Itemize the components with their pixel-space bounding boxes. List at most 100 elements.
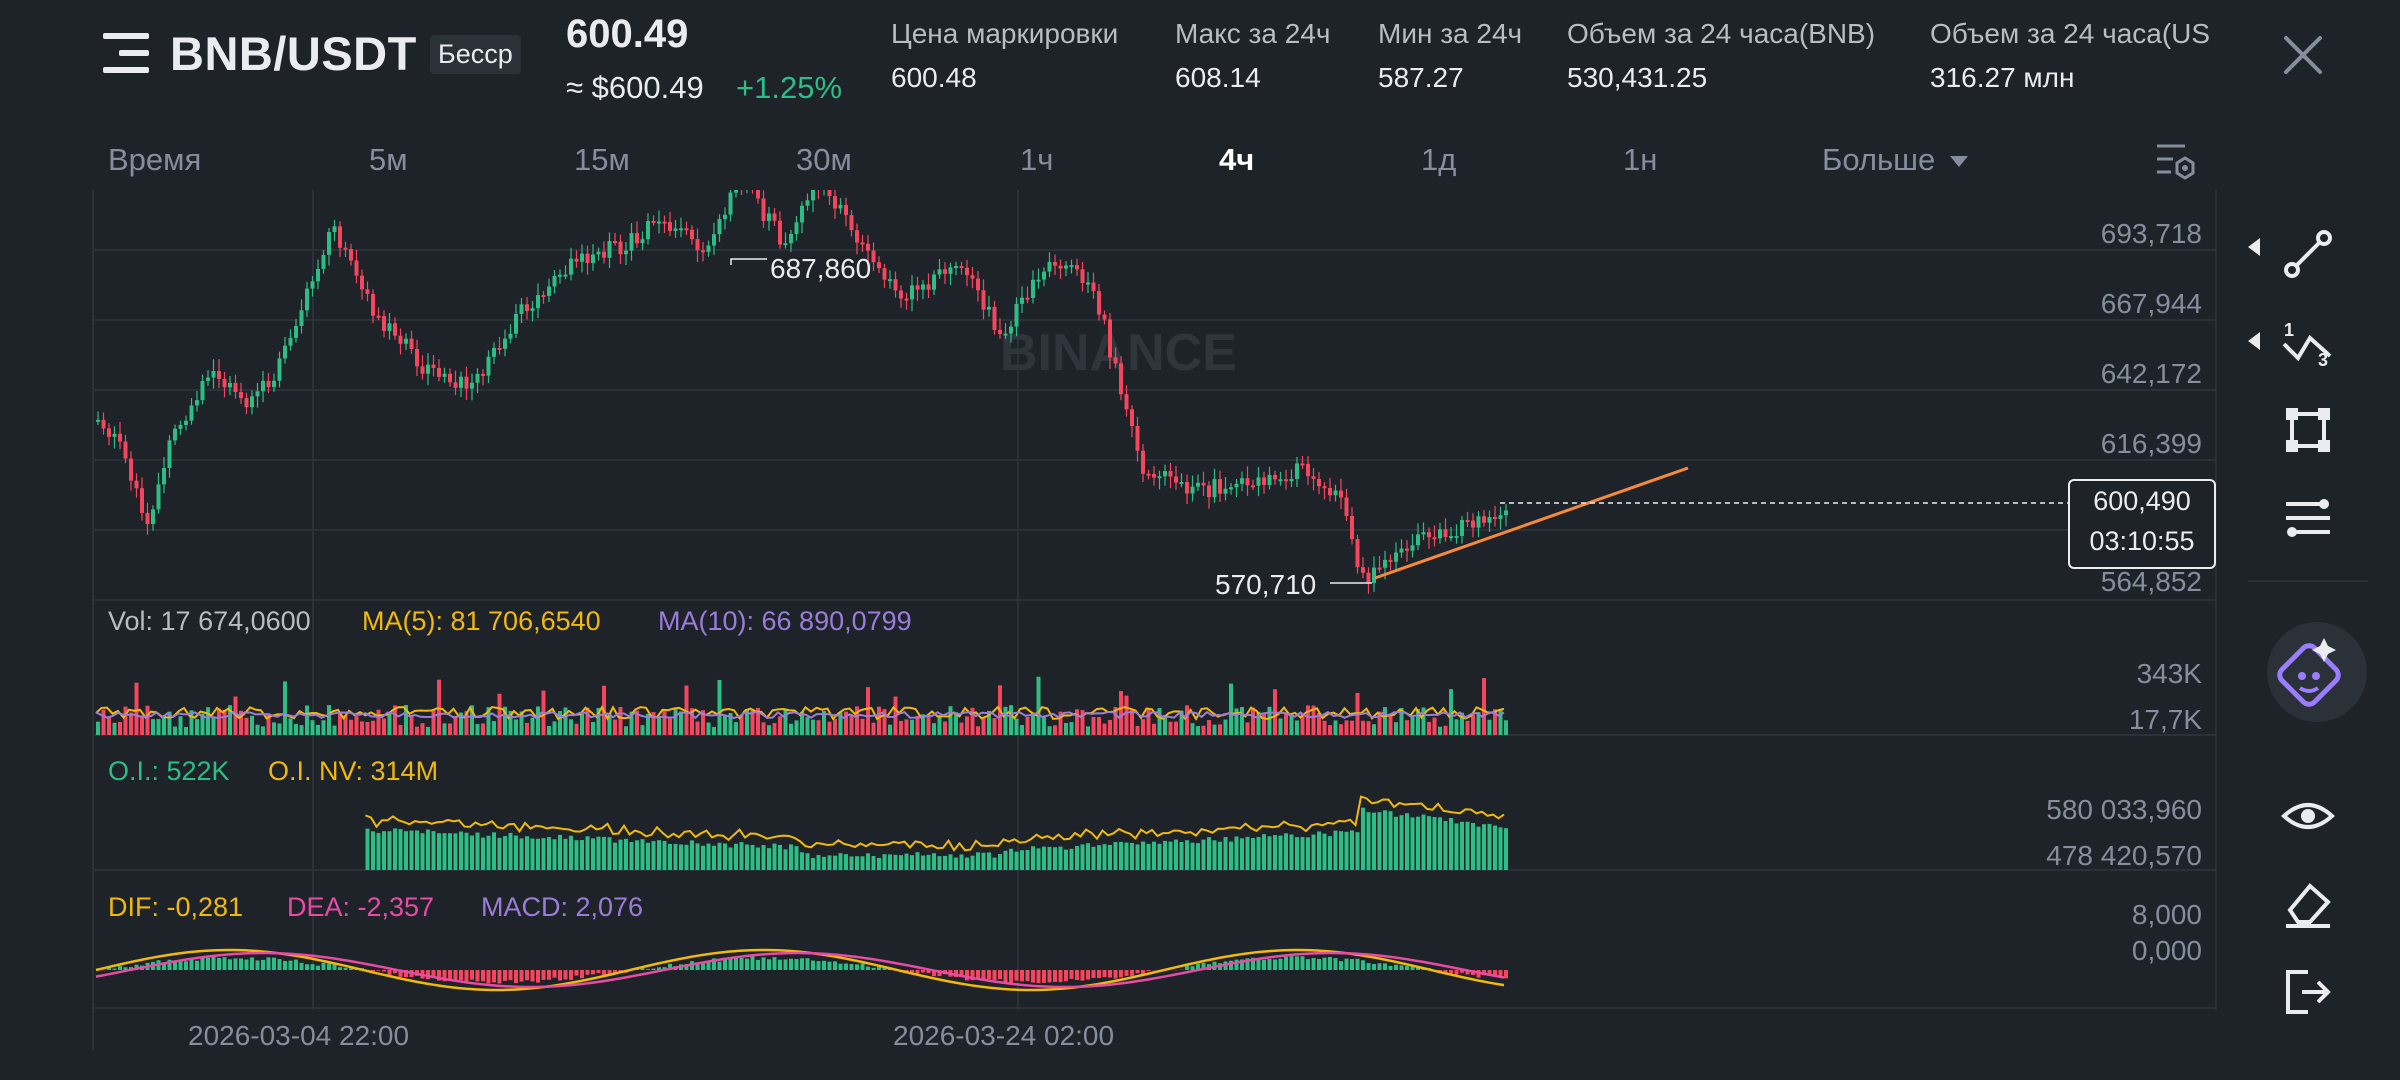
macd-bar: [536, 970, 540, 983]
macd-bar: [1031, 970, 1035, 983]
price-chart[interactable]: BINANCE 687,860 570,710: [0, 190, 2250, 1050]
open-interest-bar: [910, 855, 914, 870]
tab-more[interactable]: Больше: [1822, 142, 1968, 178]
candle-body: [926, 284, 931, 290]
open-interest-bar: [1042, 846, 1046, 870]
open-interest-bar: [943, 855, 947, 870]
candle-body: [343, 247, 348, 250]
y-tick: 616,399: [2100, 428, 2202, 459]
open-interest-bar: [1064, 849, 1068, 870]
tab-15m[interactable]: 15м: [574, 142, 630, 177]
open-interest-bar: [1003, 850, 1008, 870]
volume-bar: [294, 723, 298, 735]
candle-body: [1240, 478, 1244, 484]
candle-body: [1124, 394, 1129, 410]
x-tick: 2026-03-04 22:00: [188, 1020, 410, 1051]
open-interest-value: O.I.: 522K: [108, 756, 230, 786]
candle-body: [195, 400, 199, 406]
eraser-icon[interactable]: [2280, 876, 2336, 932]
close-icon[interactable]: [2278, 30, 2328, 80]
candle-body: [1416, 534, 1420, 546]
rectangle-icon[interactable]: [2280, 402, 2336, 458]
macd-bar: [1201, 962, 1206, 970]
candle-body: [954, 266, 958, 269]
candle-body: [1069, 265, 1074, 268]
candle-body: [1064, 265, 1068, 269]
volume-bar: [305, 705, 309, 735]
tab-5m[interactable]: 5м: [369, 142, 408, 177]
volume-bar: [475, 724, 480, 735]
macd-bar: [1328, 956, 1332, 970]
candle-body: [1493, 517, 1497, 520]
macd-bar: [756, 959, 760, 970]
open-interest-bar: [651, 841, 656, 870]
macd-bar: [107, 966, 111, 970]
candle-body: [882, 268, 887, 280]
macd-bar: [332, 963, 337, 970]
macd-bar: [283, 960, 287, 970]
volume-bar: [987, 710, 991, 735]
tab-4h[interactable]: 4ч: [1219, 142, 1255, 177]
macd-bar: [915, 970, 920, 974]
candle-body: [1031, 279, 1035, 298]
open-interest-bar: [1212, 840, 1217, 870]
macd-bar: [1465, 970, 1470, 975]
candle-body: [1097, 291, 1101, 315]
macd-bar: [310, 964, 315, 970]
macd-bar: [965, 970, 969, 981]
macd-bar: [833, 961, 837, 970]
tab-1d[interactable]: 1д: [1421, 142, 1457, 177]
candle-body: [354, 260, 359, 276]
macd-bar: [734, 957, 738, 970]
candle-body: [646, 220, 650, 240]
expand-arrow-icon[interactable]: [2248, 238, 2262, 256]
macd-bar: [1306, 959, 1310, 970]
candle-body: [833, 196, 837, 209]
tab-time[interactable]: Время: [108, 142, 202, 177]
eye-icon[interactable]: [2280, 788, 2336, 844]
macd-bar: [1130, 970, 1134, 976]
volume-bar: [101, 709, 106, 735]
macd-bar: [519, 970, 524, 982]
candle-body: [492, 347, 496, 357]
candle-body: [255, 391, 260, 397]
volume-bar: [453, 715, 458, 735]
open-interest-bar: [1366, 812, 1371, 870]
candle-body: [123, 441, 128, 459]
macd-bar: [1388, 965, 1393, 970]
tab-1h[interactable]: 1ч: [1020, 142, 1054, 177]
chart-settings-icon[interactable]: [2155, 142, 2197, 180]
drawn-trend-line[interactable]: [1374, 466, 1689, 580]
macd-bar: [222, 957, 227, 970]
indicator-settings-icon[interactable]: [2280, 490, 2336, 546]
trading-pair[interactable]: BNB/USDT: [170, 27, 417, 80]
macd-bar: [1053, 970, 1057, 982]
candle-body: [1410, 545, 1415, 551]
volume-bar: [1207, 720, 1211, 735]
tab-1w[interactable]: 1н: [1623, 142, 1658, 177]
volume-bar: [811, 719, 815, 735]
tab-30m[interactable]: 30м: [796, 142, 852, 177]
exit-icon[interactable]: [2280, 964, 2336, 1020]
volume-bar: [448, 723, 452, 735]
macd-bar: [244, 959, 249, 970]
expand-arrow-icon[interactable]: [2248, 332, 2262, 350]
volume-bar: [1179, 710, 1184, 735]
open-interest-bar: [1009, 848, 1013, 870]
menu-icon[interactable]: [103, 33, 149, 75]
macd-bar: [668, 963, 672, 970]
volume-bar: [327, 705, 331, 735]
open-interest-bar: [387, 831, 392, 870]
volume-bar: [1075, 709, 1079, 735]
macd-bar: [1394, 964, 1398, 970]
fibonacci-icon[interactable]: 1 3: [2280, 314, 2336, 370]
macd-bar: [827, 961, 832, 970]
macd-bar: [167, 959, 172, 970]
ai-assistant-icon[interactable]: [2262, 612, 2372, 722]
trend-line-icon[interactable]: [2280, 226, 2336, 282]
svg-text:1: 1: [2284, 320, 2294, 340]
volume-bar: [332, 725, 337, 735]
macd-bar: [1405, 965, 1409, 970]
open-interest-bar: [800, 852, 804, 870]
candle-body: [145, 512, 150, 525]
